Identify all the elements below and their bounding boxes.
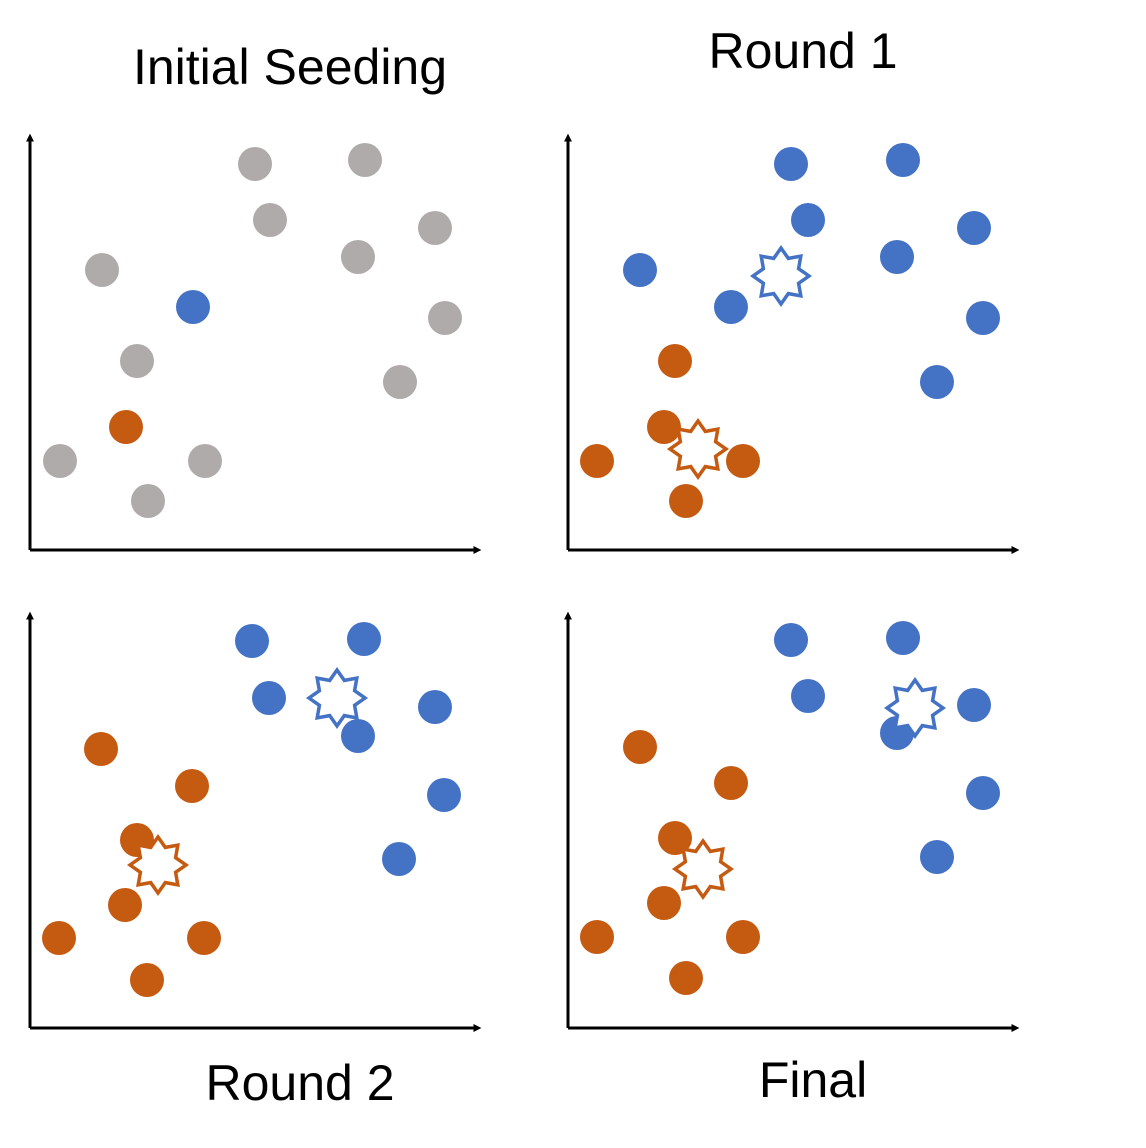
data-point [957, 211, 991, 245]
data-point [175, 769, 209, 803]
data-point [252, 681, 286, 715]
data-point [109, 410, 143, 444]
data-point [85, 253, 119, 287]
data-point [382, 842, 416, 876]
data-point [347, 622, 381, 656]
data-point [726, 444, 760, 478]
data-point [418, 211, 452, 245]
data-point [427, 778, 461, 812]
data-point [120, 344, 154, 378]
data-point [886, 621, 920, 655]
data-point [131, 484, 165, 518]
data-point [886, 143, 920, 177]
data-point [957, 688, 991, 722]
data-point [580, 920, 614, 954]
data-point [669, 484, 703, 518]
data-point [920, 840, 954, 874]
data-point [658, 821, 692, 855]
data-point [341, 719, 375, 753]
data-point [647, 886, 681, 920]
data-point [84, 732, 118, 766]
data-point [647, 410, 681, 444]
data-point [791, 203, 825, 237]
data-point [774, 623, 808, 657]
data-point [176, 290, 210, 324]
data-point [623, 253, 657, 287]
data-point [188, 444, 222, 478]
data-point [341, 240, 375, 274]
centroid [671, 837, 735, 901]
data-point [791, 679, 825, 713]
panel-title: Round 2 [205, 1055, 394, 1111]
data-point [966, 301, 1000, 335]
data-point [714, 290, 748, 324]
centroid [305, 666, 369, 730]
data-point [348, 143, 382, 177]
data-point [658, 344, 692, 378]
data-point [43, 444, 77, 478]
centroid [126, 833, 190, 897]
centroid [749, 244, 813, 308]
data-point [42, 921, 76, 955]
data-point [418, 690, 452, 724]
panel-title: Round 1 [708, 23, 897, 79]
data-point [774, 147, 808, 181]
panel-title: Initial Seeding [133, 39, 447, 95]
data-point [966, 776, 1000, 810]
panel-title: Final [759, 1052, 867, 1108]
data-point [428, 301, 462, 335]
centroid [883, 676, 947, 740]
data-point [714, 766, 748, 800]
data-point [580, 444, 614, 478]
data-point [880, 240, 914, 274]
data-point [187, 921, 221, 955]
data-point [108, 888, 142, 922]
data-point [383, 365, 417, 399]
data-point [669, 961, 703, 995]
data-point [238, 147, 272, 181]
data-point [235, 624, 269, 658]
data-point [920, 365, 954, 399]
data-point [623, 730, 657, 764]
data-point [253, 203, 287, 237]
data-point [726, 920, 760, 954]
data-point [130, 963, 164, 997]
centroid [666, 417, 730, 481]
